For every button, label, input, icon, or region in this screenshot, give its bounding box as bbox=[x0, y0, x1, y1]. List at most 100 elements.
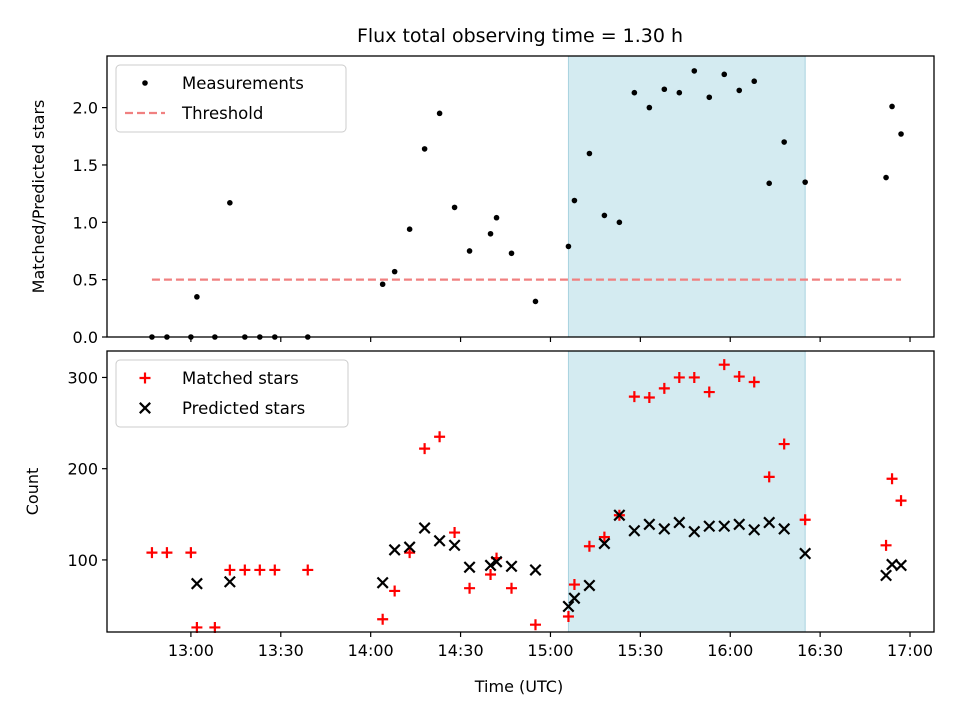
matched-stars-point bbox=[598, 531, 610, 543]
matched-stars-point bbox=[643, 392, 655, 404]
legend-label: Threshold bbox=[181, 104, 263, 123]
predicted-stars-point bbox=[490, 555, 503, 568]
top-y-tick-label: 1.5 bbox=[73, 156, 98, 175]
bottom-x-tick-label: 15:30 bbox=[617, 641, 663, 660]
measurement-point bbox=[227, 200, 233, 206]
matched-stars-point bbox=[191, 621, 203, 633]
predicted-stars-point bbox=[568, 592, 581, 605]
predicted-stars-point bbox=[895, 559, 908, 572]
measurement-point bbox=[601, 212, 608, 219]
top-shaded-interval bbox=[567, 55, 806, 338]
measurement-point bbox=[586, 150, 593, 157]
predicted-stars-point bbox=[403, 541, 416, 554]
predicted-stars-point bbox=[643, 518, 656, 531]
predicted-stars-point bbox=[505, 560, 518, 573]
matched-stars-point bbox=[568, 579, 580, 591]
measurement-point bbox=[194, 294, 200, 300]
bottom-x-tick-label: 17:00 bbox=[887, 641, 933, 660]
matched-stars-point bbox=[895, 495, 907, 507]
predicted-stars-point bbox=[190, 577, 203, 590]
matched-stars-point bbox=[703, 386, 715, 398]
matched-stars-point bbox=[269, 564, 281, 576]
bottom-y-tick-label: 100 bbox=[67, 551, 98, 570]
matched-stars-point bbox=[583, 540, 595, 552]
predicted-stars-point bbox=[880, 569, 893, 582]
measurement-point bbox=[646, 104, 653, 111]
measurement-point bbox=[616, 219, 623, 226]
top-legend: Measurements Threshold bbox=[115, 64, 347, 133]
measurement-point bbox=[889, 103, 895, 110]
top-y-tick-label: 1.0 bbox=[73, 213, 98, 232]
bottom-panel: 100 200 300 13:00 13:30 14:00 14:30 15:00 15:30 1… bbox=[23, 350, 935, 660]
measurement-point bbox=[691, 68, 698, 74]
predicted-stars-point bbox=[376, 576, 389, 589]
matched-stars-point bbox=[628, 391, 640, 403]
bottom-x-tick-label: 13:00 bbox=[168, 641, 214, 660]
top-y-tick-label: 0.5 bbox=[73, 271, 98, 290]
matched-stars-point bbox=[880, 539, 892, 551]
measurement-point bbox=[466, 248, 473, 254]
matched-stars-point bbox=[377, 613, 389, 625]
measurement-point bbox=[706, 94, 713, 101]
matched-stars-point bbox=[434, 431, 446, 443]
bottom-x-tick-label: 13:30 bbox=[258, 641, 304, 660]
matched-stars-point bbox=[688, 371, 700, 383]
predicted-stars-point bbox=[223, 575, 236, 588]
matched-stars-point bbox=[464, 582, 476, 594]
matched-stars-point bbox=[185, 547, 197, 559]
matched-stars-point bbox=[778, 438, 790, 450]
predicted-stars-point bbox=[484, 559, 497, 572]
predicted-stars-point bbox=[463, 561, 476, 574]
legend-plus-marker bbox=[139, 372, 151, 384]
matched-stars-point bbox=[506, 582, 518, 594]
measurement-point bbox=[766, 180, 772, 187]
predicted-stars-point bbox=[433, 534, 446, 547]
bottom-legend: Matched stars Predicted stars bbox=[115, 359, 349, 428]
top-y-tick-label: 0.0 bbox=[73, 328, 98, 347]
bottom-x-tick-label: 14:30 bbox=[438, 641, 484, 660]
bottom-shaded-interval bbox=[567, 350, 806, 633]
matched-stars-point bbox=[224, 564, 236, 576]
top-panel: 0.0 0.5 1.0 1.5 2.0 Matched/Predicted stars Me… bbox=[29, 55, 935, 347]
measurement-point bbox=[379, 281, 386, 288]
legend-label: Predicted stars bbox=[182, 399, 305, 418]
bottom-x-axis-label: Time (UTC) bbox=[474, 677, 563, 696]
measurement-point bbox=[487, 230, 494, 237]
matched-stars-point bbox=[763, 471, 775, 483]
matched-stars-point bbox=[254, 564, 266, 576]
measurement-point bbox=[391, 268, 398, 275]
matched-stars-point bbox=[161, 547, 173, 559]
bottom-x-tick-label: 16:30 bbox=[797, 641, 843, 660]
top-chart-title: Flux total observing time = 1.30 h bbox=[357, 25, 683, 47]
predicted-stars-point bbox=[628, 524, 641, 537]
measurement-point bbox=[565, 243, 572, 250]
matched-stars-point bbox=[485, 569, 497, 581]
measurement-point bbox=[802, 179, 808, 185]
predicted-stars-point bbox=[658, 522, 671, 535]
measurement-point bbox=[676, 89, 683, 96]
top-y-tick-label: 2.0 bbox=[73, 99, 98, 118]
measurement-point bbox=[883, 174, 889, 181]
predicted-stars-point bbox=[763, 516, 776, 529]
top-series-measurements bbox=[149, 68, 904, 340]
matched-stars-point bbox=[389, 585, 401, 597]
matched-stars-point bbox=[404, 547, 416, 559]
bottom-y-tick-label: 200 bbox=[67, 460, 98, 479]
measurement-point bbox=[751, 78, 758, 85]
matched-stars-point bbox=[562, 610, 574, 622]
matched-stars-point bbox=[419, 443, 431, 455]
predicted-stars-point bbox=[733, 518, 746, 531]
predicted-stars-point bbox=[613, 509, 626, 522]
measurement-point bbox=[898, 131, 904, 137]
predicted-stars-point bbox=[673, 516, 686, 529]
bottom-x-tick-label: 14:00 bbox=[348, 641, 394, 660]
matched-stars-point bbox=[748, 376, 760, 388]
matched-stars-point bbox=[658, 382, 670, 394]
measurement-point bbox=[508, 250, 515, 257]
measurement-point bbox=[736, 87, 743, 94]
matched-stars-point bbox=[718, 359, 730, 371]
matched-stars-point bbox=[209, 621, 221, 633]
matched-stars-point bbox=[733, 371, 745, 383]
predicted-stars-point bbox=[583, 579, 596, 592]
